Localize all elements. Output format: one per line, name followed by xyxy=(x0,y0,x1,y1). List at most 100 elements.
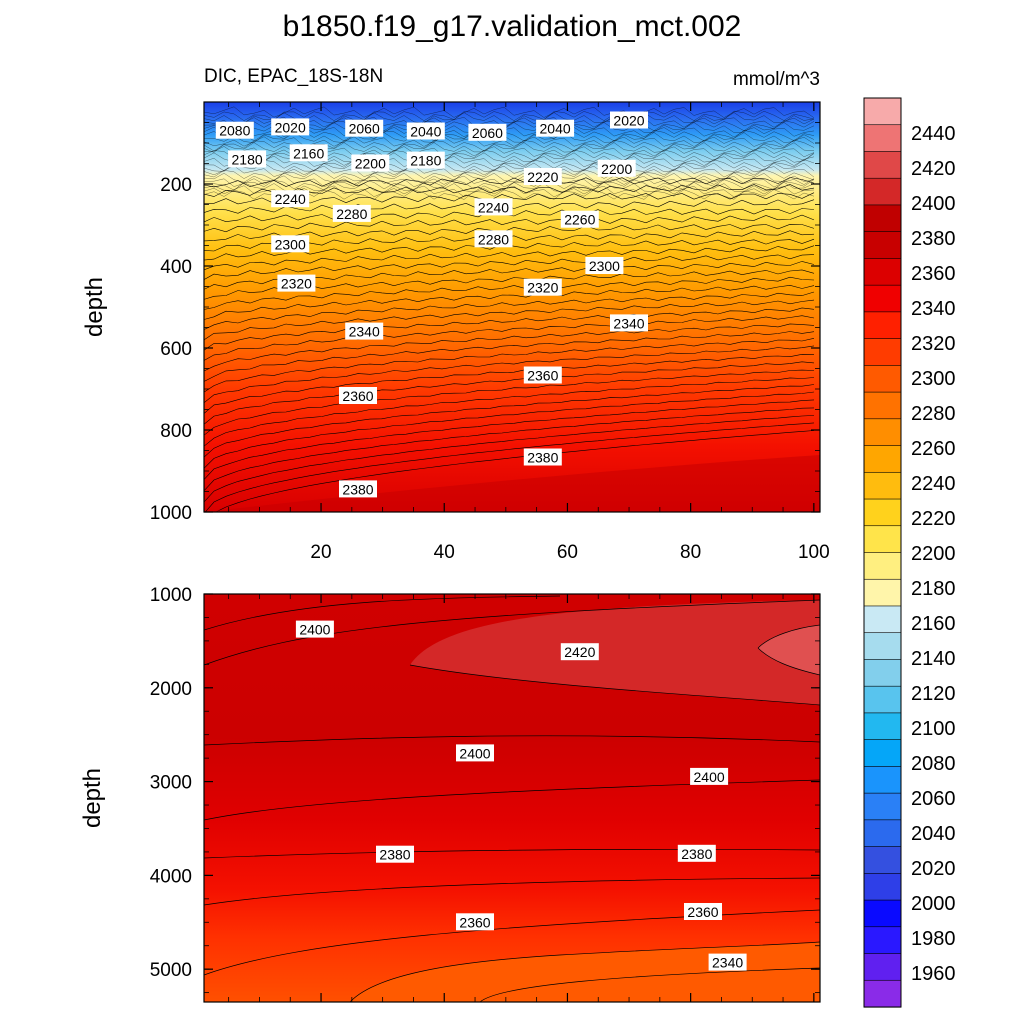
colorbar-swatch xyxy=(863,819,902,848)
contour-label-box xyxy=(523,448,562,466)
colorbar-swatch xyxy=(863,365,902,393)
contour-label: 2320 xyxy=(281,276,312,292)
contour-label: 2400 xyxy=(459,745,490,761)
contour-label: 2360 xyxy=(459,914,490,930)
colorbar-label: 2400 xyxy=(911,193,956,215)
upper-deep-shade xyxy=(204,455,820,512)
lower-shade-2340 xyxy=(350,942,820,1002)
contour-label-box xyxy=(406,122,445,140)
contour-label-box xyxy=(339,387,377,404)
x-tick-label: 20 xyxy=(310,542,331,563)
contour-label-box xyxy=(523,168,562,185)
x-tick-label: 60 xyxy=(557,542,578,563)
y-tick-label: 600 xyxy=(160,339,192,360)
contour-label-box xyxy=(560,643,599,661)
contour-label: 2160 xyxy=(293,145,324,161)
colorbar-label: 2200 xyxy=(911,543,956,565)
lower-contour-line xyxy=(349,941,820,1002)
lower-contour-line xyxy=(204,735,820,746)
y-tick-label: 1000 xyxy=(150,585,192,606)
contour-label-box xyxy=(456,744,494,762)
upper-contour-line xyxy=(204,223,815,242)
upper-contour-line xyxy=(204,391,815,469)
contour-label-box xyxy=(677,844,716,862)
lower-contour-line xyxy=(204,877,820,906)
lower-contour-labels: 2400 2420 2400 2400 2380 2380 2360 2360 2340 xyxy=(295,620,747,971)
contour-label-box xyxy=(610,111,648,129)
colorbar-label: 2120 xyxy=(911,683,956,705)
contour-label-box xyxy=(339,480,377,498)
upper-contour-line xyxy=(204,377,815,447)
contour-label: 2240 xyxy=(275,191,306,207)
contour-label-box xyxy=(474,230,513,248)
chart-title: b1850.f19_g17.validation_mct.002 xyxy=(283,10,742,43)
upper-contour-line xyxy=(204,307,815,351)
colorbar: 1960 1980 2000 2020 2040 2060 2080 2100 2120 2140… xyxy=(863,97,956,1008)
upper-contour-line xyxy=(204,185,815,198)
lower-contour-line xyxy=(479,967,820,1002)
y-tick-label: 5000 xyxy=(150,960,192,981)
colorbar-label: 2060 xyxy=(911,788,956,810)
colorbar-frame xyxy=(863,97,902,1008)
contour-label-box xyxy=(536,119,575,137)
contour-label: 2020 xyxy=(613,113,644,129)
contour-label-box xyxy=(345,322,384,340)
contour-label: 2080 xyxy=(219,123,250,139)
contour-label-box xyxy=(597,159,636,177)
contour-label-box xyxy=(228,150,267,168)
lower-contour-line xyxy=(757,624,820,649)
contour-label-box xyxy=(523,366,562,384)
upper-contour-line xyxy=(204,175,815,188)
contour-label: 2400 xyxy=(299,622,330,638)
colorbar-swatch xyxy=(863,552,902,580)
colorbar-swatch xyxy=(863,899,902,928)
contour-label: 2260 xyxy=(564,212,595,228)
colorbar-label: 2020 xyxy=(911,858,956,880)
upper-ylabel: depth xyxy=(81,277,108,337)
colorbar-swatch xyxy=(863,605,902,634)
colorbar-label: 2100 xyxy=(911,718,956,740)
colorbar-swatch xyxy=(863,766,902,794)
contour-label-box xyxy=(468,123,507,141)
upper-contour-line xyxy=(204,132,815,143)
upper-contour-line xyxy=(204,169,815,181)
colorbar-swatch xyxy=(863,97,902,126)
colorbar-swatch xyxy=(863,124,902,153)
colorbar-swatch xyxy=(863,151,902,179)
contour-label: 2340 xyxy=(349,324,380,340)
colorbar-label: 2180 xyxy=(911,578,956,600)
colorbar-swatch xyxy=(863,231,902,260)
upper-contour-line xyxy=(204,407,815,492)
colorbar-swatch xyxy=(863,498,902,527)
upper-contour-line xyxy=(204,323,815,372)
contour-label: 2360 xyxy=(527,368,558,384)
contour-label: 2040 xyxy=(410,124,441,140)
contour-label-box xyxy=(376,845,414,863)
contour-label: 2420 xyxy=(564,644,595,660)
colorbar-swatch xyxy=(863,739,902,767)
contour-label: 2380 xyxy=(527,450,558,466)
lower-panel: 2400 2420 2400 2400 2380 2380 2360 2360 2340 100… xyxy=(79,585,821,1003)
y-tick-label: 2000 xyxy=(150,679,192,700)
colorbar-label: 2040 xyxy=(911,823,956,845)
upper-contour-line xyxy=(204,182,815,193)
contour-label: 2340 xyxy=(712,955,743,971)
upper-contour-line xyxy=(204,172,815,183)
lower-ylabel: depth xyxy=(79,768,106,828)
lower-shade-2420 xyxy=(410,594,820,705)
contour-label: 2320 xyxy=(527,280,558,296)
contour-label: 2400 xyxy=(694,769,725,785)
colorbar-swatch xyxy=(863,926,902,955)
upper-contour-line xyxy=(204,422,815,512)
contour-label: 2380 xyxy=(379,847,410,863)
contour-label: 2280 xyxy=(478,231,509,247)
contour-label-box xyxy=(277,274,316,292)
colorbar-label: 2280 xyxy=(911,403,956,425)
contour-label: 2180 xyxy=(410,153,441,169)
lower-contour-line xyxy=(204,848,820,859)
contour-label-box xyxy=(684,903,722,920)
colorbar-swatch xyxy=(863,685,902,714)
contour-label: 2360 xyxy=(687,904,718,920)
x-tick-label: 80 xyxy=(680,542,701,563)
